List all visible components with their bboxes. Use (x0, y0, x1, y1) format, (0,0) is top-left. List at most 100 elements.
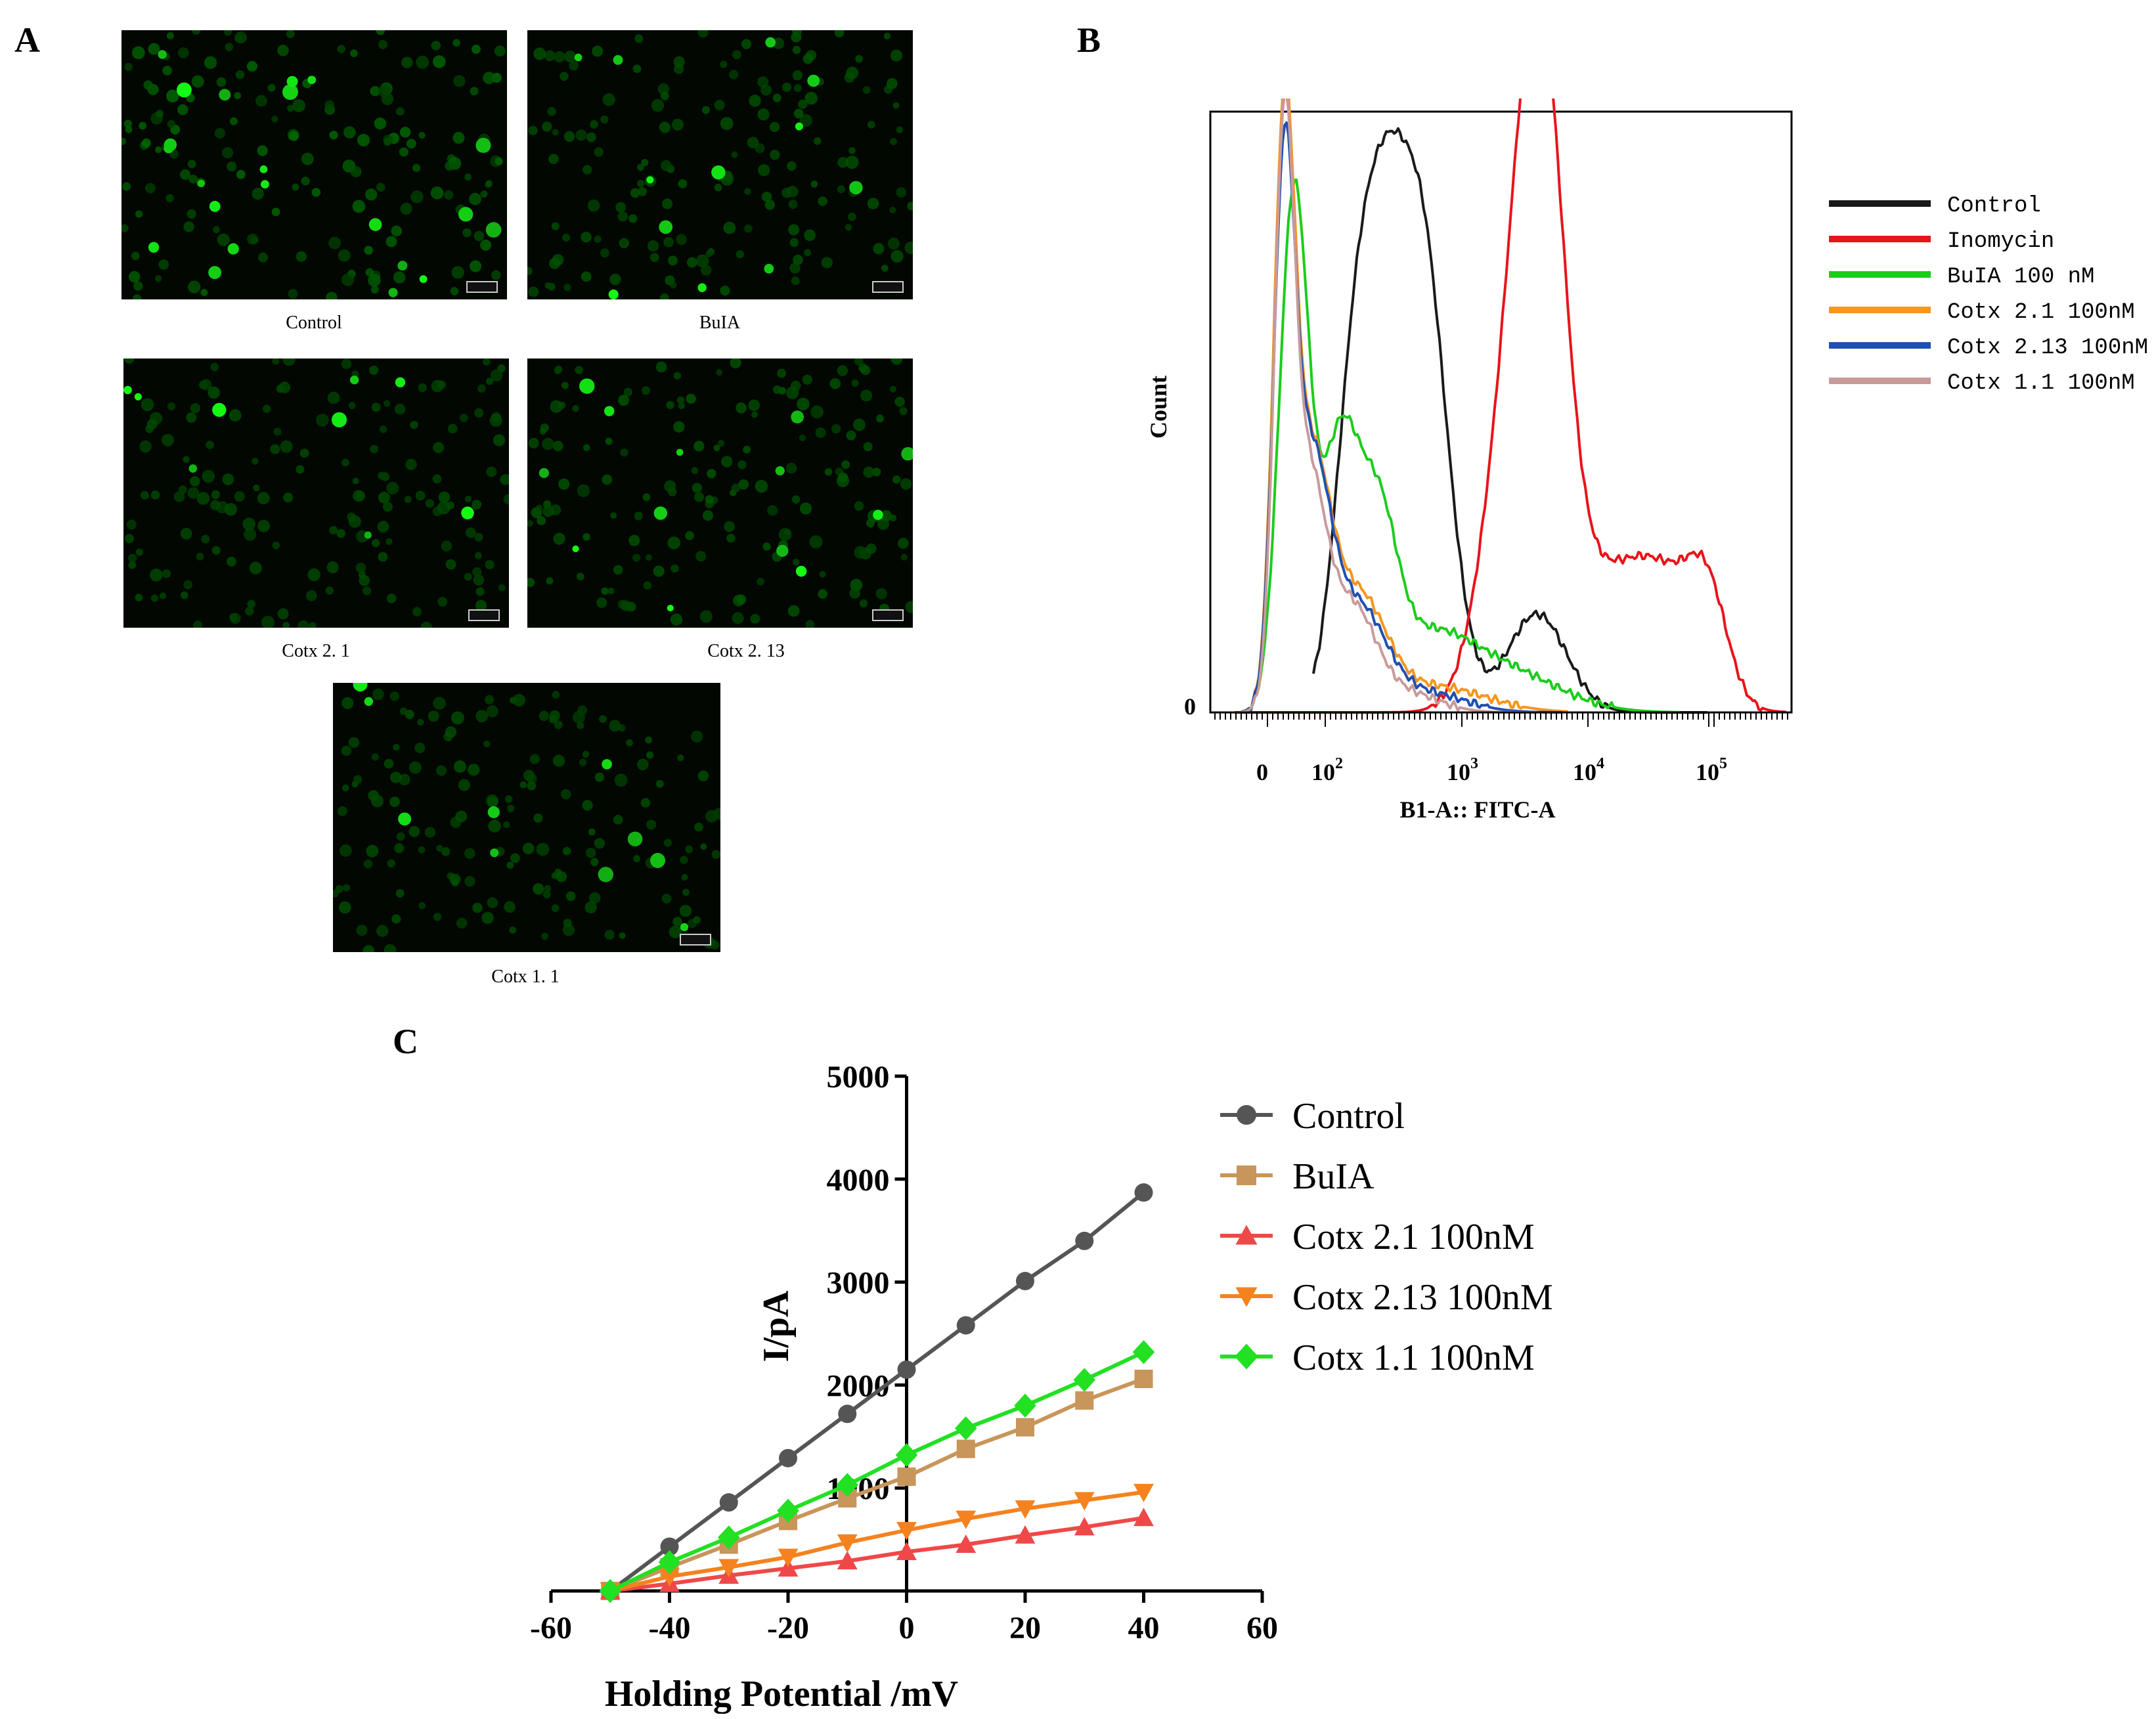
cell (659, 121, 671, 133)
cell (793, 108, 804, 119)
cell (121, 137, 127, 145)
cell (376, 925, 389, 937)
flow-curves (1235, 98, 1787, 714)
cell (655, 361, 667, 373)
cell (399, 147, 408, 157)
cell (444, 190, 454, 200)
iv-legend-label: Cotx 2.1 100nM (1292, 1217, 1535, 1257)
cell (897, 537, 909, 549)
cell (475, 587, 485, 596)
iv-x-tick-label: -60 (530, 1611, 572, 1645)
cell (271, 116, 278, 123)
cell (660, 160, 672, 171)
cell (225, 43, 234, 52)
cell (183, 221, 194, 232)
cell (370, 445, 379, 454)
cell (247, 233, 259, 245)
cell (222, 147, 234, 159)
cell (386, 593, 397, 603)
cell (325, 586, 334, 595)
cell (577, 484, 590, 497)
cell (485, 180, 493, 187)
cell (341, 458, 349, 467)
cell (743, 445, 751, 454)
cell (737, 460, 747, 469)
cell (472, 500, 482, 510)
cell (866, 543, 877, 554)
cell (750, 613, 760, 624)
cell (242, 517, 255, 531)
cell (507, 804, 515, 812)
cell (486, 705, 498, 718)
iv-y-tick-label: 5000 (827, 1060, 890, 1095)
iv-series-2 (600, 1508, 1154, 1599)
cell (470, 87, 479, 96)
cell (679, 905, 692, 917)
cell (378, 39, 388, 49)
cell (348, 515, 361, 528)
cell (425, 499, 435, 508)
cell (619, 932, 626, 940)
bright-cell (227, 243, 239, 255)
scale-bar (872, 281, 904, 293)
cell (741, 39, 752, 49)
cell (713, 445, 720, 452)
cell (539, 710, 550, 721)
cell (431, 41, 441, 51)
cell (480, 239, 492, 251)
iv-marker (1016, 1418, 1034, 1437)
cell (787, 161, 797, 171)
cell (257, 492, 270, 505)
cell (732, 612, 744, 624)
cell (552, 129, 559, 136)
cell (401, 56, 413, 68)
cell (257, 145, 268, 156)
cell (177, 104, 188, 116)
cell-speckles (123, 359, 509, 628)
cell (485, 559, 495, 570)
cell (642, 493, 651, 502)
cell (777, 368, 787, 378)
cell (551, 222, 560, 230)
flow-curve-2 (1241, 178, 1681, 714)
cell (328, 236, 341, 250)
iv-marker (1074, 1517, 1095, 1536)
cell (585, 848, 596, 858)
cell (863, 442, 873, 452)
scale-bar (468, 609, 500, 621)
cell (552, 441, 563, 452)
bright-cell (487, 806, 500, 819)
cell (226, 556, 236, 567)
cell (150, 568, 163, 582)
cell (890, 49, 903, 62)
cell (834, 30, 845, 37)
cell (365, 268, 374, 276)
iv-marker (660, 1537, 679, 1556)
cell (845, 223, 852, 231)
cell (399, 707, 408, 715)
cell (287, 104, 294, 112)
cell (498, 584, 506, 592)
cell (529, 754, 540, 764)
flow-legend-label: Cotx 2.1 100nM (1947, 300, 2135, 325)
cell (370, 794, 384, 808)
iv-marker (897, 1360, 916, 1379)
bright-cell (349, 375, 359, 385)
cell (468, 764, 480, 776)
cell (262, 404, 271, 413)
cell (527, 781, 537, 791)
flow-legend: Control Inomycin BuIA 100 nM Cotx 2.1 100nM… (1829, 194, 2148, 396)
cell (418, 383, 428, 393)
cell (647, 240, 659, 252)
cell (394, 843, 405, 854)
iv-marker (956, 1439, 975, 1458)
cell (892, 475, 901, 484)
cell (140, 490, 149, 500)
flow-legend-label: Control (1947, 194, 2041, 219)
cell (896, 126, 904, 133)
cell (694, 822, 703, 832)
cell (224, 503, 238, 516)
iv-marker (895, 1443, 918, 1468)
cell (736, 402, 747, 414)
cell (191, 75, 204, 88)
